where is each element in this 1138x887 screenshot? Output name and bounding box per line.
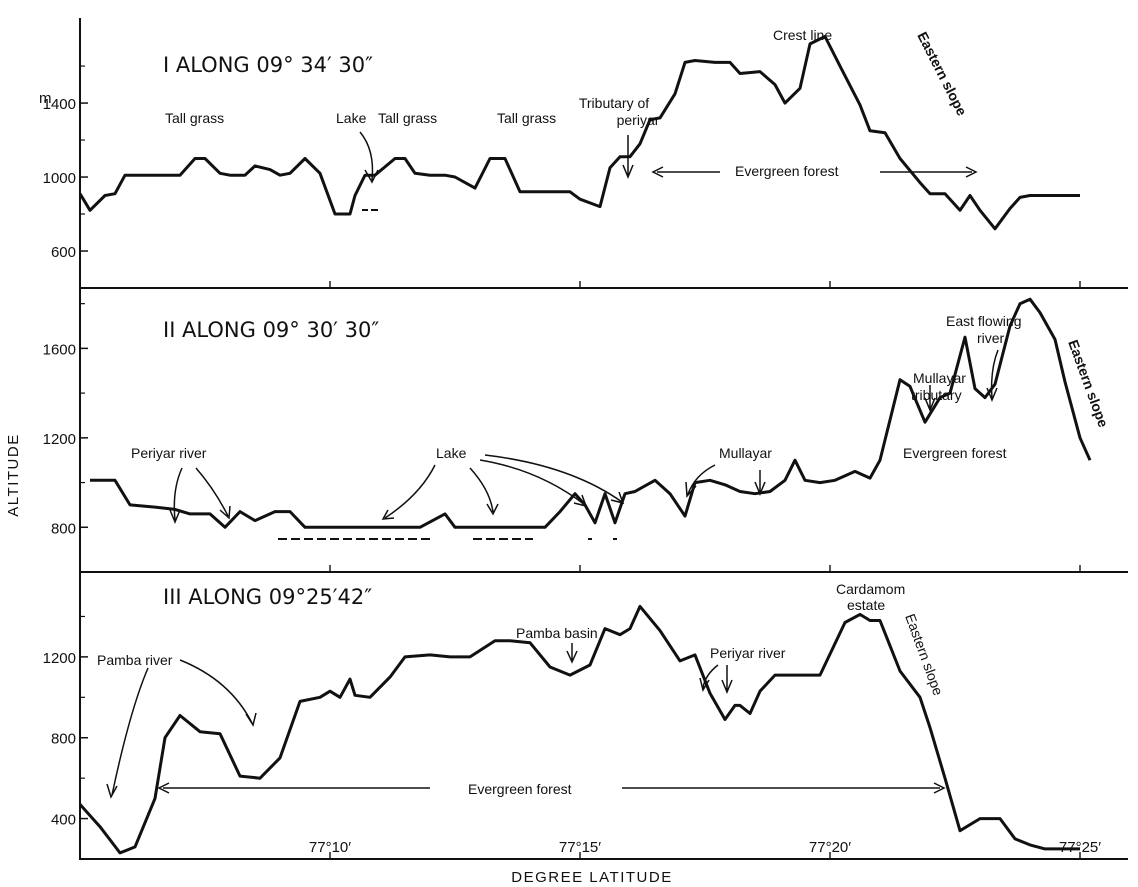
y-tick-label-1-1: 1000 — [43, 170, 76, 187]
annotation-mullayar-tributary-line1: Mullayar — [913, 370, 966, 386]
annotation-lake-2: Lake — [436, 445, 467, 461]
panel-2-title: II ALONG 09° 30′ 30″ — [163, 318, 379, 342]
y-tick-label-1-0: 600 — [51, 244, 76, 261]
y-tick-label-2-1: 1200 — [43, 431, 76, 448]
profile-line-1 — [78, 35, 1080, 231]
annotation-tall-grass-1: Tall grass — [165, 110, 224, 126]
lake-arrow-1 — [359, 131, 374, 181]
annotation-periyar-river-2: Periyar river — [131, 445, 207, 461]
x-axis-label: DEGREE LATITUDE — [511, 869, 672, 886]
annotation-eastern-slope-1: Eastern slope — [914, 29, 970, 118]
annotation-estate: estate — [847, 597, 885, 613]
y-tick-label-2-0: 800 — [51, 520, 76, 537]
tick-layer: 600 1000 1400 800 1200 1600 400 800 1200 77°10′ 77… — [43, 65, 1101, 859]
annotation-tributary-line1: Tributary of — [579, 95, 649, 111]
annotation-lake: Lake — [336, 110, 367, 126]
annotation-pamba-river: Pamba river — [97, 652, 173, 668]
mullayar-arrow-b — [754, 470, 766, 496]
annotation-tall-grass-3: Tall grass — [497, 110, 556, 126]
y-tick-label-3-2: 1200 — [43, 650, 76, 667]
lake2-arrow-a — [381, 464, 436, 520]
y-tick-label-2-2: 1600 — [43, 341, 76, 358]
periyar3-arrow-b — [721, 665, 733, 694]
annotation-mullayar-tributary-line2: tributary — [911, 387, 962, 403]
lake2-arrow-b — [469, 467, 499, 516]
lake2-arrow-c — [479, 459, 588, 508]
pamba-arrow-b — [179, 659, 257, 727]
lake2-arrow-d — [484, 454, 625, 505]
profile-line-2 — [90, 297, 1092, 529]
annotation-pamba-basin: Pamba basin — [516, 625, 598, 641]
annotation-crest-line: Crest line — [773, 27, 832, 43]
y-tick-label-3-1: 800 — [51, 731, 76, 748]
periyar-arrow-a — [169, 467, 183, 524]
profile-line-3 — [78, 604, 1080, 855]
evergreen-arrow-left-3 — [157, 782, 430, 794]
annotation-tall-grass-2: Tall grass — [378, 110, 437, 126]
x-tick-label-1: 77°15′ — [559, 839, 601, 856]
y-tick-label-1-2: 1400 — [43, 96, 76, 113]
profile-lines — [78, 35, 1092, 855]
x-tick-label-0: 77°10′ — [309, 839, 351, 856]
x-tick-label-3: 77°25′ — [1059, 839, 1101, 856]
annotation-cardamom: Cardamom — [836, 581, 905, 597]
panel-1-title: I ALONG 09° 34′ 30″ — [163, 53, 373, 77]
annotation-mullayar: Mullayar — [719, 445, 772, 461]
periyar-arrow-b — [195, 467, 231, 520]
annotation-layer: Tall grass Lake Tall grass Tall grass Tr… — [97, 27, 1112, 799]
annotation-evergreen-forest-2: Evergreen forest — [903, 445, 1007, 461]
annotation-east-flowing-line1: East flowing — [946, 313, 1021, 329]
annotation-periyar-river-3: Periyar river — [710, 645, 786, 661]
y-tick-label-3-0: 400 — [51, 812, 76, 829]
mullayar-tributary-arrow — [924, 385, 936, 412]
pamba-arrow-a — [106, 667, 149, 799]
annotation-tributary-line2: periyar — [617, 112, 660, 128]
east-flowing-arrow — [986, 349, 999, 402]
annotation-east-flowing-line2: river — [977, 330, 1005, 346]
y-unit-label: m — [39, 90, 52, 107]
panel-3-title: III ALONG 09°25′42″ — [163, 585, 372, 609]
annotation-eastern-slope-2: Eastern slope — [1065, 338, 1112, 430]
lake-arrow-1-head — [364, 169, 379, 184]
evergreen-arrow-left-1 — [651, 166, 720, 178]
periyar3-arrow-a — [699, 664, 719, 692]
mullayar-arrow-a — [685, 464, 716, 498]
annotation-evergreen-forest-1: Evergreen forest — [735, 163, 839, 179]
x-tick-label-2: 77°20′ — [809, 839, 851, 856]
tributary-arrow — [622, 135, 634, 179]
y-axis-label: ALTITUDE — [5, 433, 22, 516]
evergreen-arrow-right-3 — [622, 782, 946, 794]
annotation-evergreen-forest-3: Evergreen forest — [468, 781, 572, 797]
pamba-basin-arrow — [566, 643, 578, 664]
evergreen-arrow-right-1 — [880, 166, 978, 178]
